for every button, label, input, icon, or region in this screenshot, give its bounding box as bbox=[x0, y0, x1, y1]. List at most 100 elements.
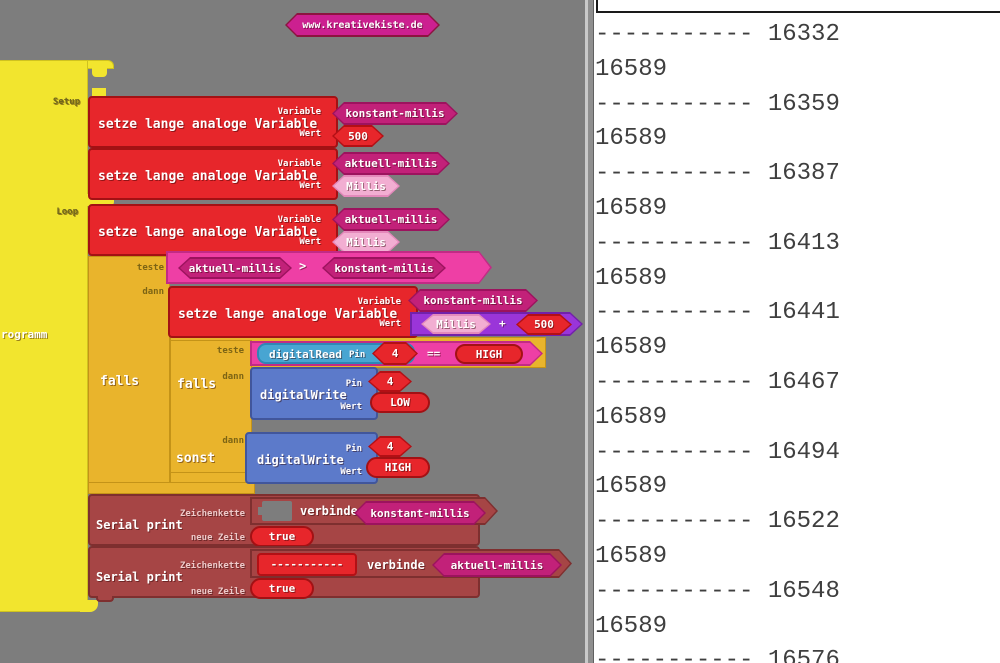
verbinde-label: verbinde bbox=[367, 558, 425, 572]
text-string-block[interactable]: ----------- bbox=[257, 553, 357, 576]
variable-pill-label: aktuell-millis bbox=[344, 157, 438, 170]
pin-label: Pin bbox=[349, 350, 366, 360]
serial-line: 16589 bbox=[595, 55, 668, 83]
digitalwrite-then-block[interactable]: digitalWrite Pin Wert bbox=[250, 367, 378, 420]
value-pill[interactable]: 500 bbox=[516, 314, 572, 335]
pin-pill[interactable]: 4 bbox=[368, 371, 412, 392]
millis-pill-label: Millis bbox=[346, 235, 386, 249]
high-pill[interactable]: HIGH bbox=[455, 344, 523, 364]
serial-line: ----------- 16494 bbox=[595, 438, 840, 466]
wert-label: Wert bbox=[299, 237, 321, 247]
panel-scrollbar[interactable] bbox=[588, 0, 593, 663]
program-block-body[interactable] bbox=[0, 60, 88, 612]
millis-pill-label: Millis bbox=[346, 179, 386, 193]
pin-pill-label: 4 bbox=[386, 440, 394, 453]
variable-pill[interactable]: konstant-millis bbox=[408, 289, 538, 312]
pin-label: Pin bbox=[345, 444, 362, 454]
program-label: rogramm bbox=[1, 328, 48, 341]
serial-line: 16589 bbox=[595, 403, 668, 431]
compare-right-label: konstant-millis bbox=[334, 261, 434, 275]
value-pill[interactable]: 500 bbox=[332, 125, 384, 147]
serial-line: ----------- 16467 bbox=[595, 368, 840, 396]
inner-falls-label: falls bbox=[177, 377, 217, 392]
string-label: Zeichenkette bbox=[179, 509, 245, 519]
compare-left-pill[interactable]: aktuell-millis bbox=[178, 257, 292, 279]
true-pill[interactable]: true bbox=[250, 578, 314, 599]
set-variable-block-3[interactable]: setze lange analoge Variable Variable We… bbox=[88, 204, 338, 256]
badge-label: www.kreativekiste.de bbox=[302, 19, 423, 31]
serial-line: ----------- 16359 bbox=[595, 90, 840, 118]
block-title: digitalWrite bbox=[257, 453, 344, 467]
compare-right-pill[interactable]: konstant-millis bbox=[322, 257, 446, 279]
variable-label: Variable bbox=[357, 297, 401, 307]
pin-pill[interactable]: 4 bbox=[372, 342, 418, 365]
inner-dann-label: dann bbox=[222, 372, 244, 382]
digitalread-block[interactable]: digitalRead Pin bbox=[257, 343, 415, 364]
outer-falls-label: falls bbox=[100, 374, 140, 389]
variable-pill[interactable]: aktuell-millis bbox=[332, 152, 450, 175]
low-pill-label: LOW bbox=[390, 396, 410, 409]
program-setup-tab bbox=[92, 88, 106, 97]
program-block-bottom bbox=[80, 600, 98, 612]
wert-label: Wert bbox=[340, 402, 362, 412]
block-title: Serial print bbox=[96, 518, 183, 532]
serial-output[interactable]: ----------- 16332 16589 ----------- 1635… bbox=[595, 18, 840, 663]
serial-line: ----------- 16522 bbox=[595, 508, 840, 536]
serial-line: 16589 bbox=[595, 194, 668, 222]
serial-line: 16589 bbox=[595, 612, 668, 640]
newline-label: neue Zeile bbox=[190, 587, 245, 597]
wert-label: Wert bbox=[379, 319, 401, 329]
true-pill[interactable]: true bbox=[250, 526, 314, 547]
block-title: setze lange analoge Variable bbox=[98, 117, 318, 132]
setup-section-label: Setup bbox=[52, 97, 80, 107]
inner-dann2-label: dann bbox=[222, 436, 244, 446]
variable-pill[interactable]: konstant-millis bbox=[332, 102, 458, 125]
empty-socket[interactable] bbox=[262, 501, 292, 521]
set-variable-block-1[interactable]: setze lange analoge Variable Variable We… bbox=[88, 96, 338, 148]
serial-line: ----------- 16332 bbox=[595, 21, 840, 48]
outer-dann-label: dann bbox=[142, 287, 164, 297]
set-variable-block-2[interactable]: setze lange analoge Variable Variable We… bbox=[88, 148, 338, 200]
compare-op: > bbox=[299, 259, 307, 273]
variable-pill[interactable]: konstant-millis bbox=[354, 501, 486, 525]
digitalwrite-else-block[interactable]: digitalWrite Pin Wert bbox=[245, 432, 378, 484]
set-variable-block-4[interactable]: setze lange analoge Variable Variable We… bbox=[168, 286, 418, 338]
serial-line: ----------- 16413 bbox=[595, 229, 840, 257]
serial-input[interactable] bbox=[596, 0, 1000, 13]
variable-pill-label: aktuell-millis bbox=[450, 558, 544, 572]
variable-label: Variable bbox=[277, 159, 321, 169]
variable-pill[interactable]: aktuell-millis bbox=[432, 553, 562, 577]
pin-pill[interactable]: 4 bbox=[368, 436, 412, 457]
millis-pill[interactable]: Millis bbox=[421, 314, 491, 334]
newline-label: neue Zeile bbox=[190, 533, 245, 543]
wert-label: Wert bbox=[299, 129, 321, 139]
block-title: digitalWrite bbox=[260, 388, 347, 402]
outer-falls-block[interactable] bbox=[88, 256, 170, 494]
variable-label: Variable bbox=[277, 215, 321, 225]
serial2-bottom-notch bbox=[96, 596, 114, 602]
serial-line: ----------- 16441 bbox=[595, 299, 840, 327]
variable-pill-label: konstant-millis bbox=[370, 506, 470, 520]
panel-edge-light bbox=[585, 0, 588, 663]
variable-pill-label: konstant-millis bbox=[423, 294, 523, 307]
serial-line: 16589 bbox=[595, 125, 668, 153]
string-label: Zeichenkette bbox=[179, 561, 245, 571]
block-title: setze lange analoge Variable bbox=[178, 307, 398, 322]
high-pill[interactable]: HIGH bbox=[366, 457, 430, 478]
true-pill-label: true bbox=[268, 582, 296, 595]
block-title: setze lange analoge Variable bbox=[98, 225, 318, 240]
serial-line: ----------- 16387 bbox=[595, 160, 840, 188]
variable-pill[interactable]: aktuell-millis bbox=[332, 208, 450, 231]
text-string-label: ----------- bbox=[270, 558, 344, 571]
sonst-label: sonst bbox=[176, 451, 216, 466]
millis-pill[interactable]: Millis bbox=[332, 231, 400, 253]
pin-label: Pin bbox=[345, 379, 362, 389]
serial-line: 16589 bbox=[595, 473, 668, 501]
low-pill[interactable]: LOW bbox=[370, 392, 430, 413]
compare-left-label: aktuell-millis bbox=[188, 261, 282, 275]
program-block-top-tab bbox=[92, 67, 107, 77]
inner-teste-label: teste bbox=[216, 346, 244, 356]
millis-pill[interactable]: Millis bbox=[332, 175, 400, 197]
wert-label: Wert bbox=[340, 467, 362, 477]
